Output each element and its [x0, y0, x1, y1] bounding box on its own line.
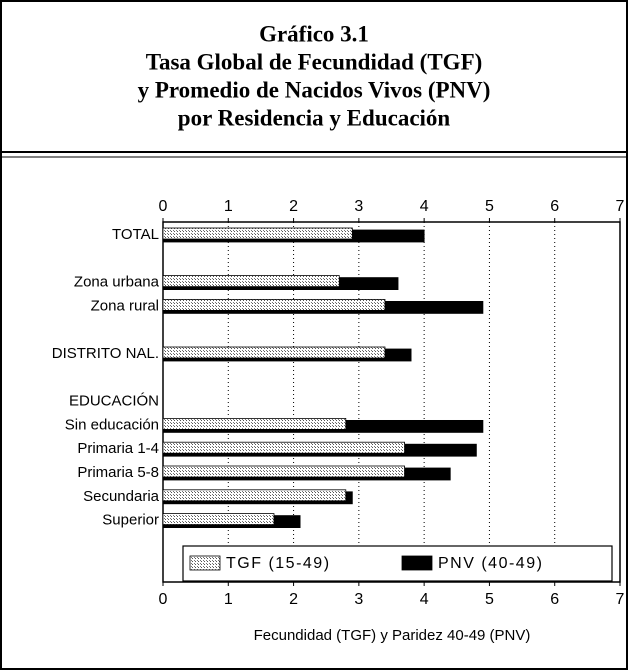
bar: [162, 513, 275, 525]
x-tick-label: 1: [224, 198, 233, 215]
bar: [162, 275, 340, 288]
category-label: TOTAL: [112, 226, 159, 243]
legend-swatch: [189, 555, 221, 571]
category-label: Primaria 1-4: [77, 440, 159, 457]
x-tick-label: 5: [485, 198, 494, 215]
title-line: por Residencia y Educación: [178, 105, 451, 130]
bar: [162, 465, 405, 478]
legend: [182, 545, 613, 582]
title-line: y Promedio de Nacidos Vivos (PNV): [138, 77, 491, 102]
title-line: Tasa Global de Fecundidad (TGF): [146, 49, 483, 74]
x-tick-label: 4: [420, 591, 429, 608]
legend-swatch: [401, 555, 433, 571]
category-label: Superior: [102, 512, 159, 529]
legend-label: TGF (15-49): [226, 555, 331, 572]
category-label: Sin educación: [65, 416, 159, 433]
category-label: EDUCACIÓN: [69, 393, 159, 410]
x-tick-label: 0: [159, 198, 168, 215]
category-label: Secundaria: [83, 488, 160, 505]
x-tick-label: 2: [289, 198, 298, 215]
title-line: Gráfico 3.1: [259, 21, 369, 46]
x-tick-label: 7: [616, 198, 625, 215]
x-tick-label: 3: [354, 591, 363, 608]
x-tick-label: 7: [616, 591, 625, 608]
bar: [162, 227, 353, 240]
bar: [162, 489, 347, 502]
bar: [162, 346, 386, 359]
x-tick-label: 0: [159, 591, 168, 608]
category-label: Zona rural: [91, 297, 159, 314]
x-tick-label: 6: [550, 591, 559, 608]
x-tick-label: 6: [550, 198, 559, 215]
category-label: Primaria 5-8: [77, 464, 159, 481]
x-tick-label: 4: [420, 198, 429, 215]
legend-label: PNV (40-49): [438, 555, 543, 572]
x-axis-label: Fecundidad (TGF) y Paridez 40-49 (PNV): [254, 627, 531, 644]
bar: [162, 441, 405, 454]
category-label: Zona urbana: [74, 274, 160, 291]
x-tick-label: 1: [224, 591, 233, 608]
x-tick-label: 5: [485, 591, 494, 608]
bar: [162, 298, 386, 311]
x-tick-label: 2: [289, 591, 298, 608]
x-tick-label: 3: [354, 198, 363, 215]
bar: [162, 417, 347, 430]
category-label: DISTRITO NAL.: [52, 345, 159, 362]
